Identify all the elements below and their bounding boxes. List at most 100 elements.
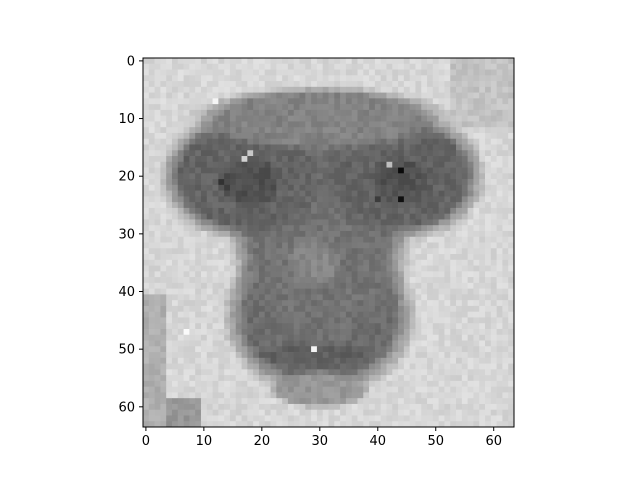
pixel-cell — [508, 104, 515, 111]
pixel-cell — [305, 421, 312, 428]
pixel-cell — [427, 271, 434, 278]
pixel-cell — [334, 167, 341, 174]
pixel-cell — [351, 184, 358, 191]
pixel-cell — [218, 109, 225, 117]
pixel-cell — [438, 86, 445, 93]
pixel-cell — [206, 236, 213, 243]
pixel-cell — [508, 265, 515, 272]
pixel-cell — [502, 69, 509, 76]
pixel-cell — [177, 138, 184, 145]
pixel-cell — [421, 213, 428, 220]
pixel-cell — [456, 207, 463, 215]
pixel-cell — [148, 328, 155, 336]
pixel-cell — [467, 386, 474, 393]
pixel-cell — [299, 271, 306, 278]
pixel-cell — [287, 323, 295, 330]
pixel-cell — [438, 328, 445, 336]
pixel-cell — [305, 294, 312, 301]
pixel-cell — [235, 219, 242, 226]
pixel-cell — [461, 81, 468, 88]
pixel-cell — [508, 288, 515, 295]
pixel-cell — [479, 98, 486, 105]
pixel-cell — [247, 392, 254, 399]
pixel-cell — [177, 254, 184, 261]
pixel-cell — [270, 202, 277, 209]
pixel-cell — [479, 317, 486, 324]
pixel-cell — [461, 230, 468, 238]
pixel-cell — [398, 161, 405, 168]
pixel-cell — [479, 271, 486, 278]
pixel-cell — [160, 121, 167, 128]
pixel-cell — [490, 81, 497, 88]
pixel-cell — [496, 323, 503, 330]
pixel-cell — [409, 288, 416, 295]
pixel-cell — [218, 311, 225, 318]
pixel-cell — [398, 357, 405, 364]
pixel-cell — [183, 115, 190, 122]
pixel-cell — [485, 300, 492, 307]
pixel-cell — [461, 184, 468, 191]
pixel-cell — [508, 225, 515, 232]
pixel-cell — [195, 104, 202, 111]
pixel-cell — [502, 248, 509, 255]
pixel-cell — [328, 219, 335, 226]
pixel-cell — [392, 86, 399, 93]
pixel-cell — [224, 409, 231, 416]
pixel-cell — [247, 248, 254, 255]
pixel-cell — [305, 58, 312, 65]
pixel-cell — [206, 150, 213, 157]
pixel-cell — [154, 380, 161, 387]
pixel-cell — [206, 190, 213, 197]
pixel-cell — [247, 132, 254, 140]
pixel-cell — [415, 109, 422, 117]
pixel-cell — [345, 403, 353, 411]
pixel-cell — [351, 127, 358, 134]
pixel-cell — [177, 196, 184, 203]
pixel-cell — [369, 311, 376, 318]
pixel-cell — [363, 375, 370, 382]
pixel-cell — [270, 392, 277, 399]
pixel-cell — [311, 369, 318, 376]
pixel-cell — [258, 109, 266, 117]
pixel-cell — [206, 323, 213, 330]
pixel-cell — [218, 138, 225, 145]
pixel-cell — [427, 213, 434, 220]
pixel-cell — [415, 230, 422, 238]
pixel-cell — [276, 213, 283, 220]
pixel-cell — [293, 363, 300, 370]
pixel-cell — [479, 363, 486, 370]
pixel-cell — [189, 213, 196, 220]
pixel-cell — [357, 230, 364, 238]
pixel-cell — [148, 288, 155, 295]
pixel-cell — [450, 254, 457, 261]
pixel-cell — [253, 156, 260, 163]
pixel-cell — [264, 352, 271, 359]
pixel-cell — [456, 109, 463, 117]
pixel-cell — [345, 392, 353, 399]
pixel-cell — [444, 242, 451, 249]
pixel-cell — [363, 230, 370, 238]
pixel-cell — [316, 144, 324, 151]
pixel-cell — [340, 196, 347, 203]
pixel-cell — [334, 69, 341, 76]
pixel-cell — [479, 305, 486, 313]
pixel-cell — [386, 156, 393, 163]
pixel-cell — [189, 144, 196, 151]
pixel-cell — [154, 69, 161, 76]
pixel-cell — [502, 369, 509, 376]
pixel-cell — [206, 138, 213, 145]
pixel-cell — [305, 415, 312, 422]
pixel-cell — [328, 386, 335, 393]
pixel-cell — [438, 161, 445, 168]
pixel-cell — [508, 161, 515, 168]
pixel-cell — [328, 265, 335, 272]
pixel-cell — [456, 115, 463, 122]
pixel-cell — [322, 75, 329, 82]
pixel-cell — [438, 109, 445, 117]
pixel-cell — [166, 86, 173, 93]
pixel-cell — [195, 167, 202, 174]
pixel-cell — [305, 230, 312, 238]
pixel-cell — [264, 202, 271, 209]
pixel-cell — [171, 236, 179, 243]
pixel-cell — [409, 58, 416, 65]
